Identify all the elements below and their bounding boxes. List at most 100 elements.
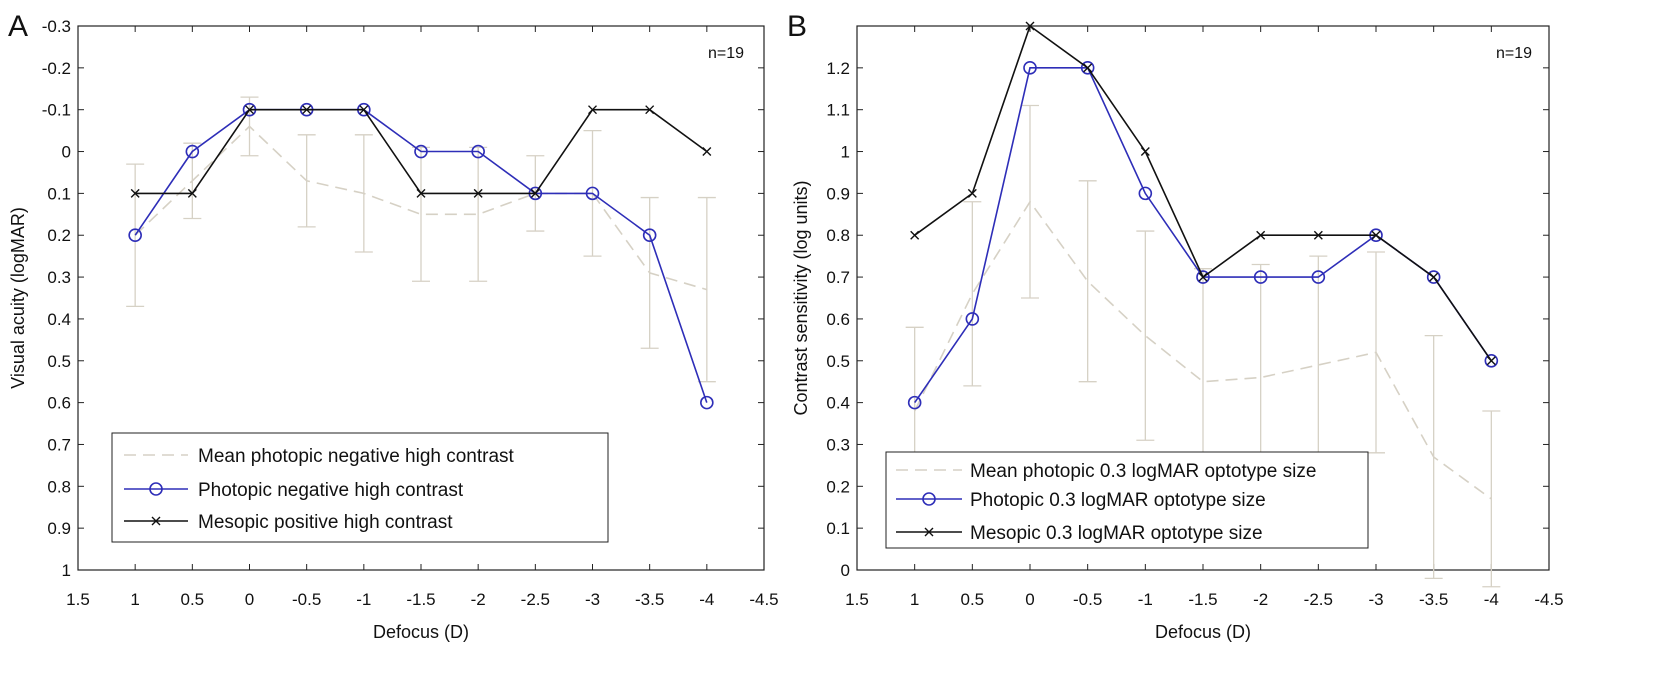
- x-tick-label: -3.5: [1419, 590, 1448, 609]
- x-tick-label: -0.5: [292, 590, 321, 609]
- series-line: [913, 200, 1492, 500]
- y-tick-label: 1.1: [826, 101, 850, 120]
- data-point-x: [1313, 230, 1323, 240]
- x-tick-label: 0.5: [181, 590, 205, 609]
- data-point-circle: [1311, 270, 1326, 284]
- y-tick-label: 0.4: [826, 394, 850, 413]
- x-axis-label: Defocus (D): [1155, 622, 1251, 642]
- x-tick-label: -4.5: [1534, 590, 1563, 609]
- data-point-x: [359, 105, 369, 115]
- x-tick-label: 1.5: [845, 590, 869, 609]
- y-tick-label: 0.9: [47, 519, 71, 538]
- x-tick-label: -2.5: [1304, 590, 1333, 609]
- data-point-x: [473, 188, 483, 198]
- data-point-x: [187, 188, 197, 198]
- data-point-circle: [1023, 61, 1037, 75]
- legend-label: Mean photopic 0.3 logMAR optotype size: [970, 461, 1316, 482]
- data-point-x: [416, 188, 426, 198]
- y-tick-label: 0.7: [826, 268, 850, 287]
- data-point-x: [130, 188, 140, 198]
- legend-label: Mesopic 0.3 logMAR optotype size: [970, 523, 1263, 544]
- legend-label: Photopic negative high contrast: [198, 480, 464, 501]
- legend-box: [885, 451, 1369, 549]
- data-point-x: [1083, 63, 1093, 73]
- y-tick-label: 1: [841, 143, 850, 162]
- sample-size-annotation: n=19: [708, 45, 744, 62]
- legend-box: [111, 432, 609, 543]
- x-tick-label: 1: [130, 590, 139, 609]
- data-point-x: [1025, 21, 1035, 31]
- x-tick-label: -1.5: [1188, 590, 1217, 609]
- x-tick-label: -4: [1484, 590, 1499, 609]
- x-tick-label: -3: [585, 590, 600, 609]
- data-point-x: [1256, 230, 1266, 240]
- panel-letter: B: [787, 10, 807, 43]
- data-point-x: [530, 188, 540, 198]
- x-tick-label: 1.5: [66, 590, 90, 609]
- y-tick-label: 0.6: [47, 394, 71, 413]
- y-tick-label: 0.5: [47, 352, 71, 371]
- data-point-circle: [1196, 270, 1210, 284]
- y-tick-label: 0: [62, 143, 71, 162]
- y-tick-label: 0.3: [826, 435, 850, 454]
- data-point-circle: [1484, 353, 1499, 368]
- series-2: [130, 105, 712, 198]
- x-tick-label: -4.5: [749, 590, 778, 609]
- y-tick-label: 0.1: [826, 519, 850, 538]
- series-1: [128, 102, 714, 410]
- data-point-circle: [1253, 270, 1268, 284]
- y-axis-label: Visual acuity (logMAR): [8, 207, 28, 389]
- data-point-circle: [128, 228, 142, 243]
- data-point-x: [967, 188, 977, 198]
- data-point-circle: [185, 144, 200, 159]
- data-point-x: [588, 105, 597, 115]
- x-tick-label: -2: [1253, 590, 1268, 609]
- data-point-circle: [585, 186, 600, 201]
- legend-label: Mesopic positive high contrast: [198, 512, 453, 533]
- x-tick-label: -2.5: [521, 590, 550, 609]
- y-tick-label: 0.4: [47, 310, 71, 329]
- x-tick-label: 0: [245, 590, 254, 609]
- legend-label: Mean photopic negative high contrast: [198, 446, 515, 467]
- data-point-x: [1429, 272, 1439, 282]
- chart-panel-b: 1.5 1 0.5 0 -0.5 -1 -1.5 -2 -2.5 -3 -3.5 -4 -4.5 0 0.1…: [787, 10, 1564, 642]
- sample-size-annotation: n=19: [1496, 45, 1532, 62]
- x-tick-label: -3.5: [635, 590, 664, 609]
- series-2: [910, 21, 1496, 366]
- legend-marker-x: [151, 516, 161, 526]
- data-point-x: [1486, 356, 1496, 366]
- legend-marker-x: [924, 527, 934, 537]
- data-point-x: [245, 105, 254, 115]
- legend-marker-circle: [922, 492, 936, 506]
- y-axis-label: Contrast sensitivity (log units): [791, 180, 811, 415]
- data-point-circle: [1426, 270, 1441, 284]
- data-point-circle: [1080, 61, 1095, 75]
- x-tick-label: 0: [1025, 590, 1034, 609]
- y-tick-label: 0.6: [826, 310, 850, 329]
- x-tick-label: 1: [910, 590, 919, 609]
- y-tick-label: 1: [62, 561, 71, 580]
- data-point-circle: [471, 144, 485, 159]
- data-point-x: [302, 105, 312, 115]
- data-point-x: [645, 105, 655, 115]
- y-tick-label: -0.2: [42, 59, 71, 78]
- y-tick-label: 0.3: [47, 268, 71, 287]
- y-tick-label: -0.1: [42, 101, 71, 120]
- y-tick-label: 1.2: [826, 59, 850, 78]
- data-point-x: [1140, 147, 1150, 157]
- legend: Mean photopic negative high contrast Phot…: [111, 432, 609, 543]
- y-tick-label: -0.3: [42, 17, 71, 36]
- y-tick-label: 0.5: [826, 352, 850, 371]
- chart-panel-a: 1.5 1 0.5 0 -0.5 -1 -1.5 -2 -2.5 -3 -3.5 -4 -4.5 -0.3…: [8, 10, 779, 642]
- panel-letter: A: [8, 10, 28, 43]
- data-point-circle: [700, 395, 714, 410]
- y-tick-label: 0.8: [826, 226, 850, 245]
- y-tick-label: 0.2: [47, 226, 71, 245]
- legend-label: Photopic 0.3 logMAR optotype size: [970, 490, 1266, 511]
- x-tick-label: -0.5: [1073, 590, 1102, 609]
- x-tick-label: -2: [471, 590, 486, 609]
- legend-marker-circle: [149, 482, 163, 496]
- legend: Mean photopic 0.3 logMAR optotype size Ph…: [885, 451, 1369, 549]
- data-point-x: [702, 147, 712, 157]
